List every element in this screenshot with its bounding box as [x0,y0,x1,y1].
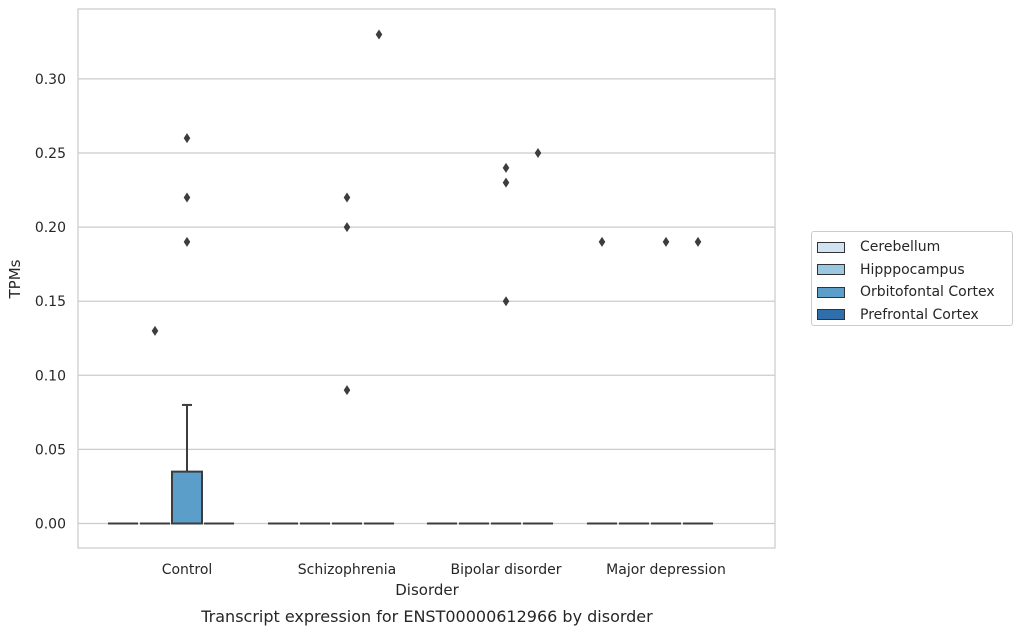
box-body [171,470,203,525]
outlier-point [183,133,191,144]
legend-swatch-hippocampus [817,264,845,276]
y-tick-label: 0.00 [35,517,66,533]
legend-item-cerebellum: Cerebellum [817,236,1012,259]
outlier-point [502,296,510,307]
chart-title: Transcript expression for ENST0000061296… [200,607,653,626]
legend-swatch-orbitofrontal-cortex [817,286,845,298]
box-extra [171,403,203,525]
y-axis-label: TPMs [6,259,24,299]
x-tick-label: Major depression [606,562,726,578]
y-tick-label: 0.15 [35,294,66,310]
x-axis-ticks: Control Schizophrenia Bipolar disorder Majo… [162,562,726,578]
outlier-point [694,236,702,247]
outlier-point [502,162,510,173]
boxes [108,403,713,525]
x-tick-label: Control [162,562,213,578]
legend-swatch-cerebellum [817,241,845,253]
y-tick-label: 0.20 [35,220,66,236]
y-axis-ticks: 0.00 0.05 0.10 0.15 0.20 0.25 0.30 [35,72,66,533]
outlier-point [183,192,191,203]
outliers [151,29,702,396]
plot-area [77,8,776,549]
outlier-point [343,222,351,233]
grid-lines [78,78,775,525]
x-tick-label: Bipolar disorder [450,562,561,578]
outlier-point [343,192,351,203]
outlier-point [151,325,159,336]
outlier-point [502,177,510,188]
legend-label: Hipppocampus [860,261,965,278]
legend: Cerebellum Hipppocampus Orbitofontal Cor… [811,231,1013,326]
legend-item-hippocampus: Hipppocampus [817,259,1012,282]
y-tick-label: 0.30 [35,72,66,88]
y-tick-label: 0.10 [35,368,66,384]
y-tick-label: 0.05 [35,442,66,458]
outlier-point [183,236,191,247]
outlier-point [343,385,351,396]
outlier-point [534,148,542,158]
legend-item-prefrontal-cortex: Prefrontal Cortex [817,304,1012,327]
legend-swatch-prefrontal-cortex [817,309,845,321]
outlier-point [375,29,383,40]
legend-item-orbitofrontal-cortex: Orbitofontal Cortex [817,281,1012,304]
legend-label: Orbitofontal Cortex [860,284,995,301]
legend-label: Prefrontal Cortex [860,306,979,323]
outlier-point [662,236,670,247]
outlier-point [598,236,606,247]
y-tick-label: 0.25 [35,146,66,162]
x-axis-label: Disorder [395,581,459,599]
legend-label: Cerebellum [860,239,941,256]
x-tick-label: Schizophrenia [298,562,396,578]
